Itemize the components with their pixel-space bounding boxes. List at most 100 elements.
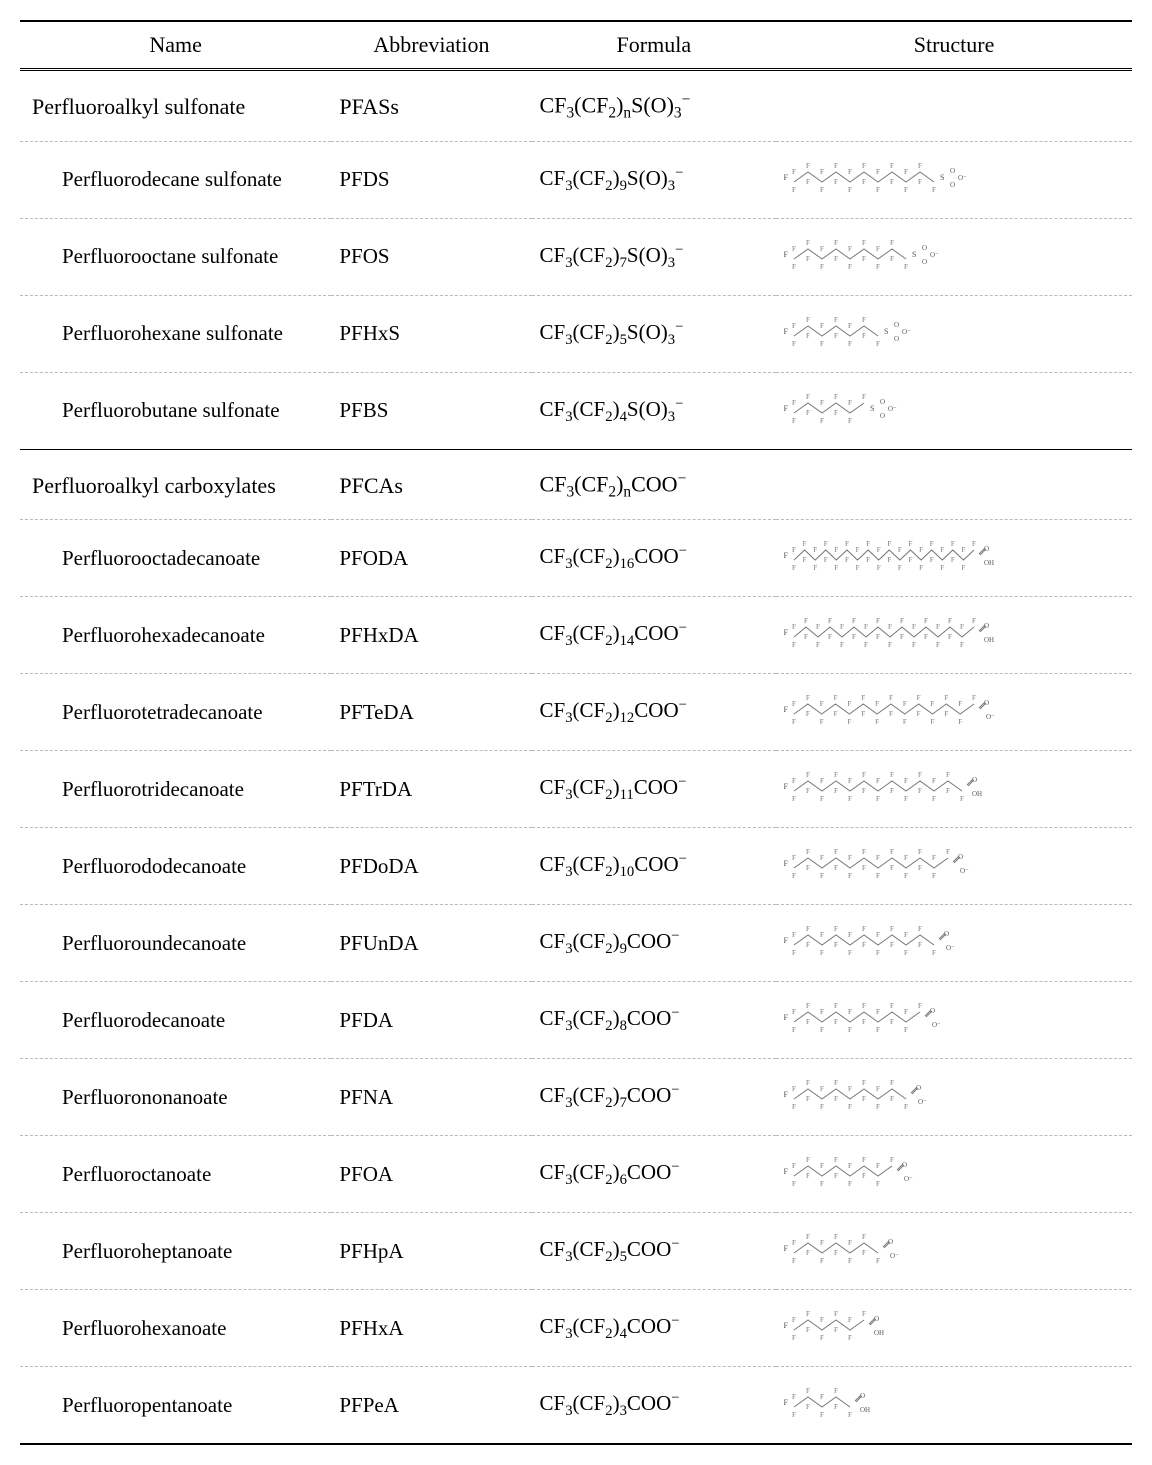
svg-text:F: F	[904, 168, 908, 176]
svg-text:F: F	[792, 1180, 796, 1188]
svg-text:S: S	[912, 250, 916, 259]
svg-text:F: F	[834, 1156, 838, 1164]
svg-text:F: F	[834, 239, 838, 247]
row-formula: CF3(CF2)12COO−	[532, 674, 777, 751]
svg-text:F: F	[792, 795, 796, 803]
svg-text:F: F	[848, 1180, 852, 1188]
row-name: Perfluoroundecanoate	[20, 905, 331, 982]
svg-text:F: F	[820, 322, 824, 330]
svg-text:F: F	[932, 186, 936, 194]
svg-text:F: F	[845, 556, 849, 564]
svg-text:F: F	[887, 556, 891, 564]
svg-text:F: F	[820, 263, 824, 271]
header-abbr: Abbreviation	[331, 21, 531, 70]
row-name: Perfluorohexanoate	[20, 1290, 331, 1367]
svg-text:F: F	[806, 1156, 810, 1164]
svg-text:F: F	[806, 1233, 810, 1241]
svg-text:O: O	[888, 1238, 893, 1246]
svg-text:F: F	[944, 710, 948, 718]
svg-text:F: F	[792, 340, 796, 348]
svg-text:F: F	[784, 936, 789, 945]
svg-text:F: F	[804, 633, 808, 641]
svg-text:S: S	[940, 173, 944, 182]
svg-text:F: F	[876, 633, 880, 641]
svg-text:F: F	[972, 540, 976, 548]
svg-text:F: F	[792, 641, 796, 649]
svg-text:O: O	[930, 1007, 935, 1015]
svg-text:F: F	[876, 340, 880, 348]
svg-text:F: F	[904, 854, 908, 862]
svg-text:F: F	[932, 872, 936, 880]
svg-text:F: F	[806, 1095, 810, 1103]
svg-text:F: F	[917, 694, 921, 702]
group-struct-empty	[776, 449, 1132, 520]
svg-text:F: F	[958, 718, 962, 726]
row-abbr: PFTeDA	[331, 674, 531, 751]
svg-text:F: F	[940, 564, 944, 572]
svg-text:F: F	[806, 162, 810, 170]
svg-text:F: F	[834, 409, 838, 417]
row-formula: CF3(CF2)5S(O)3−	[532, 295, 777, 372]
structure-icon: FFFFFFFFFFFFFFFFFFSOOO⁻	[784, 233, 1004, 275]
svg-text:F: F	[898, 564, 902, 572]
svg-text:F: F	[820, 1239, 824, 1247]
header-struct: Structure	[776, 21, 1132, 70]
svg-text:F: F	[848, 700, 852, 708]
svg-text:F: F	[834, 1002, 838, 1010]
svg-text:F: F	[876, 1026, 880, 1034]
svg-text:F: F	[792, 777, 796, 785]
svg-text:F: F	[792, 854, 796, 862]
table-row: PerfluorododecanoatePFDoDACF3(CF2)10COO−…	[20, 828, 1132, 905]
row-abbr: PFUnDA	[331, 905, 531, 982]
svg-text:F: F	[848, 340, 852, 348]
svg-text:F: F	[848, 1008, 852, 1016]
svg-text:F: F	[890, 1002, 894, 1010]
svg-text:F: F	[890, 848, 894, 856]
svg-text:F: F	[804, 617, 808, 625]
row-structure: FFFFFFFFFFOOH	[776, 1367, 1132, 1445]
svg-text:F: F	[862, 393, 866, 401]
svg-text:F: F	[845, 540, 849, 548]
row-name: Perfluorononanoate	[20, 1059, 331, 1136]
svg-text:F: F	[820, 399, 824, 407]
svg-text:F: F	[792, 700, 796, 708]
svg-text:F: F	[889, 710, 893, 718]
svg-text:F: F	[792, 1411, 796, 1419]
svg-text:F: F	[834, 787, 838, 795]
svg-text:F: F	[806, 1403, 810, 1411]
row-structure: FFFFFFFFFFFFFFFFFFFFFFOO⁻	[776, 905, 1132, 982]
svg-text:F: F	[784, 173, 789, 182]
svg-text:F: F	[856, 546, 860, 554]
svg-text:F: F	[890, 771, 894, 779]
svg-text:F: F	[792, 1239, 796, 1247]
svg-text:F: F	[828, 617, 832, 625]
svg-text:F: F	[890, 864, 894, 872]
svg-text:F: F	[820, 795, 824, 803]
row-abbr: PFDoDA	[331, 828, 531, 905]
svg-text:O⁻: O⁻	[904, 1175, 913, 1183]
svg-text:O⁻: O⁻	[918, 1098, 927, 1106]
row-name: Perfluorododecanoate	[20, 828, 331, 905]
svg-text:F: F	[889, 694, 893, 702]
svg-text:O: O	[950, 167, 955, 175]
svg-text:F: F	[918, 787, 922, 795]
svg-text:F: F	[862, 1172, 866, 1180]
svg-text:F: F	[784, 1398, 789, 1407]
table-row: PerfluorononanoatePFNACF3(CF2)7COO−FFFFF…	[20, 1059, 1132, 1136]
svg-text:O: O	[880, 398, 885, 406]
row-structure: FFFFFFFFFFFFFFFFOO⁻	[776, 1136, 1132, 1213]
row-structure: FFFFFFFFFFFFFFFFFFFFFFFFOO⁻	[776, 828, 1132, 905]
svg-text:F: F	[834, 710, 838, 718]
svg-text:F: F	[864, 641, 868, 649]
svg-text:F: F	[848, 777, 852, 785]
row-name: Perfluorooctadecanoate	[20, 520, 331, 597]
svg-text:O: O	[958, 853, 963, 861]
table-row: PerfluorotridecanoatePFTrDACF3(CF2)11COO…	[20, 751, 1132, 828]
row-formula: CF3(CF2)4S(O)3−	[532, 372, 777, 449]
svg-text:F: F	[820, 854, 824, 862]
svg-text:F: F	[888, 641, 892, 649]
svg-text:F: F	[876, 931, 880, 939]
svg-text:F: F	[918, 848, 922, 856]
svg-text:F: F	[834, 393, 838, 401]
svg-text:F: F	[876, 949, 880, 957]
